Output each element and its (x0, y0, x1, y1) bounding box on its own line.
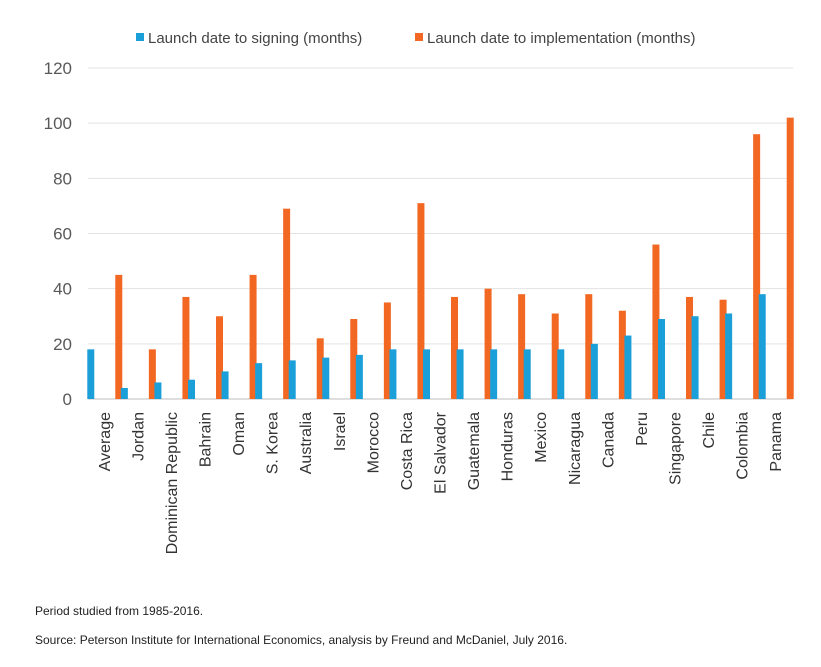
bar-implementation-10 (451, 296, 458, 399)
bar-implementation-3 (216, 316, 223, 399)
y-tick-label: 40 (53, 280, 72, 299)
bar-implementation-20 (786, 117, 794, 400)
bar-signing-2 (154, 382, 162, 399)
bar-implementation-18 (719, 299, 727, 399)
bar-implementation-17 (686, 296, 693, 399)
bar-implementation-0 (115, 274, 123, 399)
bar-signing-1 (120, 387, 128, 399)
legend-swatch (415, 33, 423, 41)
legend-label: Launch date to implementation (months) (427, 30, 695, 47)
x-tick-label: Costa Rica (399, 412, 416, 490)
bar-implementation-6 (316, 338, 324, 399)
x-tick-label: Jordan (130, 412, 147, 461)
bar-signing-11 (456, 349, 464, 399)
y-tick-label: 120 (44, 59, 72, 78)
y-tick-label: 20 (53, 335, 72, 354)
bar-implementation-11 (484, 288, 492, 399)
x-tick-label: Average (97, 412, 114, 471)
x-tick-label: El Salvador (433, 411, 450, 493)
x-tick-label: Panama (768, 412, 785, 472)
legend: Launch date to signing (months) Launch da… (136, 30, 695, 47)
bar-signing-8 (355, 354, 363, 399)
x-tick-label: Morocco (365, 412, 382, 473)
x-tick-label: Honduras (500, 412, 517, 481)
bar-implementation-12 (518, 294, 526, 399)
bar-implementation-7 (350, 319, 358, 399)
x-tick-label: Israel (332, 412, 349, 451)
bar-signing-9 (389, 349, 397, 399)
bar-signing-3 (188, 379, 195, 399)
y-tick-label: 0 (63, 390, 72, 409)
bar-signing-13 (523, 349, 531, 399)
x-tick-label: Bahrain (198, 412, 215, 467)
x-axis: Average Jordan Dominican Republic Bahrain Om… (97, 411, 785, 554)
legend-label: Launch date to signing (months) (148, 30, 362, 47)
bar-implementation-2 (182, 296, 190, 399)
source-note: Source: Peterson Institute for Internati… (35, 633, 568, 647)
bar-signing-6 (288, 360, 296, 399)
x-tick-label: Dominican Republic (164, 412, 181, 554)
x-tick-label: Nicaragua (567, 412, 584, 485)
bar-chart: 0 20 40 60 80 100 120 Average Jordan Dominican R… (44, 30, 794, 554)
bar-signing-14 (557, 349, 565, 399)
y-tick-label: 80 (53, 169, 72, 188)
y-tick-label: 100 (44, 114, 72, 133)
bar-signing-10 (423, 349, 430, 399)
bar-signing-5 (255, 363, 263, 399)
bar-implementation-9 (417, 203, 425, 399)
x-tick-label: Chile (701, 412, 718, 449)
x-tick-label: Colombia (735, 412, 752, 480)
bar-signing-7 (322, 357, 330, 399)
legend-swatch (136, 33, 144, 41)
x-tick-label: Oman (231, 412, 248, 456)
y-tick-label: 60 (53, 225, 72, 244)
gridlines (88, 67, 793, 400)
bar-signing-15 (590, 343, 598, 399)
x-tick-label: Singapore (668, 412, 685, 485)
bar-implementation-19 (753, 134, 761, 399)
bar-implementation-1 (148, 349, 156, 399)
x-tick-label: Peru (634, 412, 651, 446)
bar-implementation-13 (551, 313, 559, 399)
bar-implementation-4 (249, 274, 257, 399)
period-note: Period studied from 1985-2016. (35, 604, 204, 618)
x-tick-label: Canada (600, 412, 617, 468)
bar-signing-19 (725, 313, 733, 399)
bar-signing-0 (87, 349, 95, 399)
bar-signing-17 (658, 319, 665, 399)
x-tick-label: Australia (298, 412, 315, 474)
bar-implementation-16 (652, 244, 660, 399)
bar-implementation-14 (585, 294, 593, 399)
bar-signing-12 (490, 349, 498, 399)
bars (87, 117, 794, 400)
bar-signing-20 (758, 294, 766, 399)
bar-implementation-15 (618, 310, 626, 399)
bar-signing-16 (624, 335, 632, 399)
bar-implementation-5 (283, 208, 291, 399)
bar-signing-4 (221, 371, 229, 399)
bar-implementation-8 (383, 302, 391, 399)
bar-signing-18 (691, 316, 699, 399)
x-tick-label: Mexico (533, 412, 550, 463)
x-tick-label: Guatemala (466, 412, 483, 490)
x-tick-label: S. Korea (265, 412, 282, 474)
y-axis: 0 20 40 60 80 100 120 (44, 59, 72, 409)
